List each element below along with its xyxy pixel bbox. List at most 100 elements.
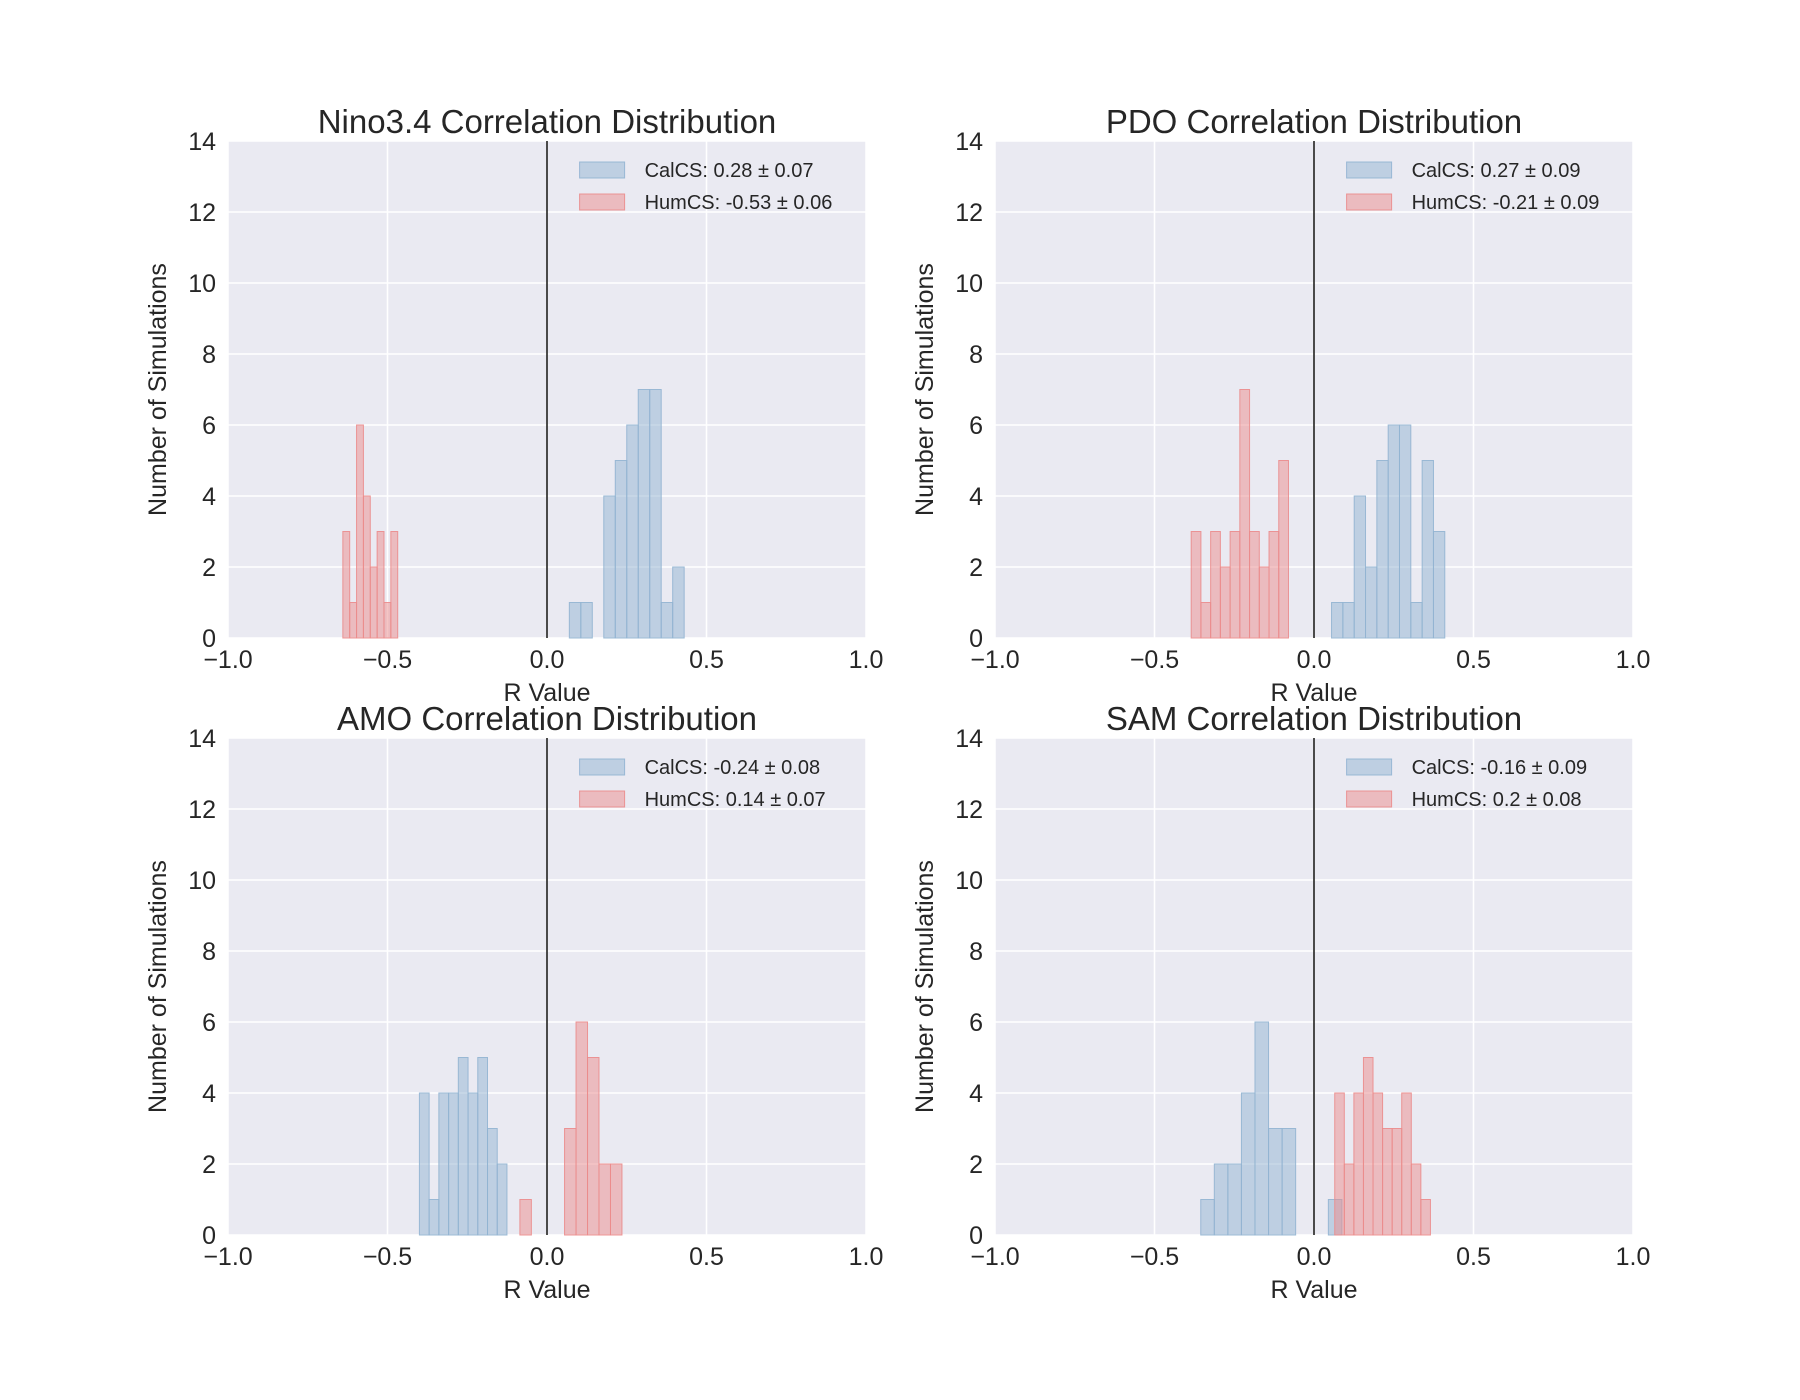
- y-tick-label: 4: [969, 1080, 983, 1108]
- histogram-bar: [614, 460, 628, 639]
- histogram-bar: [1410, 1163, 1422, 1236]
- histogram-bar: [428, 1199, 440, 1236]
- histogram-bar: [1398, 424, 1412, 639]
- y-tick-label: 0: [969, 625, 983, 653]
- histogram-bar: [637, 389, 651, 639]
- series-calcs: [1331, 424, 1446, 639]
- histogram-bar: [1362, 1057, 1374, 1236]
- x-tick-label: 0.0: [1297, 1243, 1332, 1271]
- legend-label-humcs: HumCS: 0.14 ± 0.07: [645, 789, 826, 811]
- x-tick-label: −1.0: [203, 1243, 252, 1271]
- series-calcs: [418, 1057, 508, 1236]
- histogram-bar: [349, 602, 358, 639]
- histogram-bar: [1229, 531, 1241, 639]
- histogram-bar: [1372, 1092, 1384, 1236]
- x-tick-label: 0.5: [689, 646, 724, 674]
- x-axis-label: R Value: [1270, 679, 1357, 707]
- histogram-bar: [418, 1092, 430, 1236]
- y-tick-label: 4: [202, 1080, 216, 1108]
- series-humcs: [1190, 389, 1289, 639]
- x-tick-label: 1.0: [1616, 1243, 1651, 1271]
- x-tick-label: −0.5: [1130, 646, 1179, 674]
- legend-swatch-humcs: [1346, 193, 1393, 211]
- y-tick-label: 14: [188, 725, 216, 753]
- histogram-bar: [1249, 531, 1260, 639]
- histogram-bar: [598, 1163, 611, 1236]
- histogram-bar: [467, 1092, 479, 1236]
- histogram-bar: [1268, 531, 1280, 639]
- x-axis-label: R Value: [503, 679, 590, 707]
- histogram-bar: [1281, 1128, 1297, 1236]
- chart-title: SAM Correlation Distribution: [1106, 700, 1522, 737]
- y-tick-label: 4: [969, 483, 983, 511]
- y-tick-label: 6: [202, 412, 216, 440]
- histogram-bar: [448, 1092, 459, 1236]
- y-tick-label: 2: [969, 554, 983, 582]
- histogram-bar: [1239, 389, 1251, 639]
- legend-swatch-calcs: [579, 161, 626, 179]
- x-tick-label: 0.5: [1456, 1243, 1491, 1271]
- histogram-bar: [1200, 1199, 1215, 1236]
- histogram-bar: [1258, 566, 1270, 639]
- histogram-bar: [1240, 1092, 1256, 1236]
- histogram-bar: [1227, 1163, 1242, 1236]
- histogram-bar: [1254, 1021, 1270, 1236]
- y-tick-label: 2: [969, 1151, 983, 1179]
- y-tick-label: 14: [188, 128, 216, 156]
- y-tick-label: 0: [202, 625, 216, 653]
- histogram-bar: [369, 566, 378, 639]
- x-tick-label: 0.5: [689, 1243, 724, 1271]
- histogram-bar: [568, 602, 582, 639]
- y-tick-label: 14: [955, 128, 983, 156]
- legend-label-calcs: CalCS: -0.24 ± 0.08: [645, 757, 821, 779]
- series-humcs: [519, 1021, 623, 1236]
- legend-label-humcs: HumCS: 0.2 ± 0.08: [1412, 789, 1582, 811]
- chart-title: AMO Correlation Distribution: [337, 700, 757, 737]
- legend-label-calcs: CalCS: 0.27 ± 0.09: [1412, 160, 1581, 182]
- histogram-bar: [1334, 1092, 1345, 1236]
- legend-swatch-calcs: [579, 758, 626, 776]
- y-axis-label: Number of Simulations: [144, 860, 172, 1113]
- histogram-bar: [519, 1199, 532, 1236]
- y-tick-label: 0: [969, 1222, 983, 1250]
- histogram-bar: [1376, 460, 1389, 639]
- legend-swatch-humcs: [579, 790, 626, 808]
- histogram-bar: [1420, 1199, 1431, 1236]
- histogram-bar: [580, 602, 593, 639]
- histogram-bar: [1432, 531, 1446, 639]
- y-tick-label: 12: [955, 796, 983, 824]
- chart-0: −1.0 −0.5 0.0 0.5 1.0 0 2 4 6 8 10 12 14 Nino3.4 Corr…: [144, 103, 883, 707]
- histogram-bar: [1342, 602, 1355, 639]
- histogram-bar: [1421, 460, 1434, 639]
- series-humcs: [342, 424, 399, 639]
- legend: CalCS: -0.16 ± 0.09 HumCS: 0.2 ± 0.08: [1346, 757, 1587, 811]
- legend-swatch-calcs: [1346, 161, 1393, 179]
- histogram-bar: [603, 495, 616, 639]
- x-tick-label: −1.0: [203, 646, 252, 674]
- x-axis-label: R Value: [503, 1276, 590, 1304]
- legend-swatch-calcs: [1346, 758, 1393, 776]
- histogram-bar: [1190, 531, 1202, 639]
- histogram-bar: [1268, 1128, 1283, 1236]
- legend: CalCS: 0.28 ± 0.07 HumCS: -0.53 ± 0.06: [579, 160, 833, 214]
- legend-label-humcs: HumCS: -0.21 ± 0.09: [1412, 192, 1600, 214]
- histogram-bar: [1382, 1128, 1393, 1236]
- legend-label-humcs: HumCS: -0.53 ± 0.06: [645, 192, 833, 214]
- x-tick-label: 0.0: [530, 1243, 565, 1271]
- x-tick-label: −1.0: [970, 1243, 1019, 1271]
- histogram-bar: [496, 1163, 508, 1236]
- y-tick-label: 0: [202, 1222, 216, 1250]
- histogram-bar: [1387, 424, 1400, 639]
- y-tick-label: 6: [969, 412, 983, 440]
- x-tick-label: 0.0: [1297, 646, 1332, 674]
- y-axis-label: Number of Simulations: [144, 263, 172, 516]
- chart-title: Nino3.4 Correlation Distribution: [318, 103, 777, 140]
- histogram-bar: [383, 602, 392, 639]
- histogram-bar: [626, 424, 639, 639]
- histogram-bar: [672, 566, 685, 639]
- histogram-bar: [1401, 1092, 1412, 1236]
- histogram-bar: [487, 1128, 498, 1236]
- x-tick-label: 1.0: [1616, 646, 1651, 674]
- legend: CalCS: 0.27 ± 0.09 HumCS: -0.21 ± 0.09: [1346, 160, 1600, 214]
